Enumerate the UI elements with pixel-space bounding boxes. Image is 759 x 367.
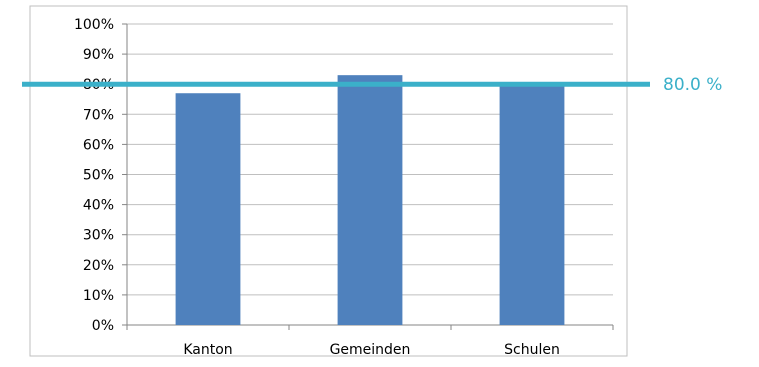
y-tick-label: 0% — [92, 318, 114, 334]
bar-schulen — [499, 84, 565, 325]
y-tick-label: 70% — [83, 107, 114, 123]
reference-line-label: 80.0 % — [663, 75, 722, 95]
bar-gemeinden — [337, 75, 403, 325]
x-tick-label: Schulen — [504, 342, 560, 358]
bar-kanton — [175, 93, 241, 325]
y-tick-label: 50% — [83, 168, 114, 184]
x-tick-label: Kanton — [183, 342, 232, 358]
y-tick-label: 40% — [83, 198, 114, 214]
x-tick-labels: Kanton Gemeinden Schulen — [183, 342, 560, 358]
y-tick-label: 60% — [83, 137, 114, 153]
y-tick-label: 30% — [83, 228, 114, 244]
y-tick-label: 90% — [83, 47, 114, 63]
bars — [175, 75, 565, 325]
y-tick-label: 20% — [83, 258, 114, 274]
x-tick-label: Gemeinden — [330, 342, 411, 358]
reference-line-group: 80.0 % — [22, 75, 722, 95]
y-tick-label: 100% — [74, 17, 114, 33]
y-tick-label: 10% — [83, 288, 114, 304]
